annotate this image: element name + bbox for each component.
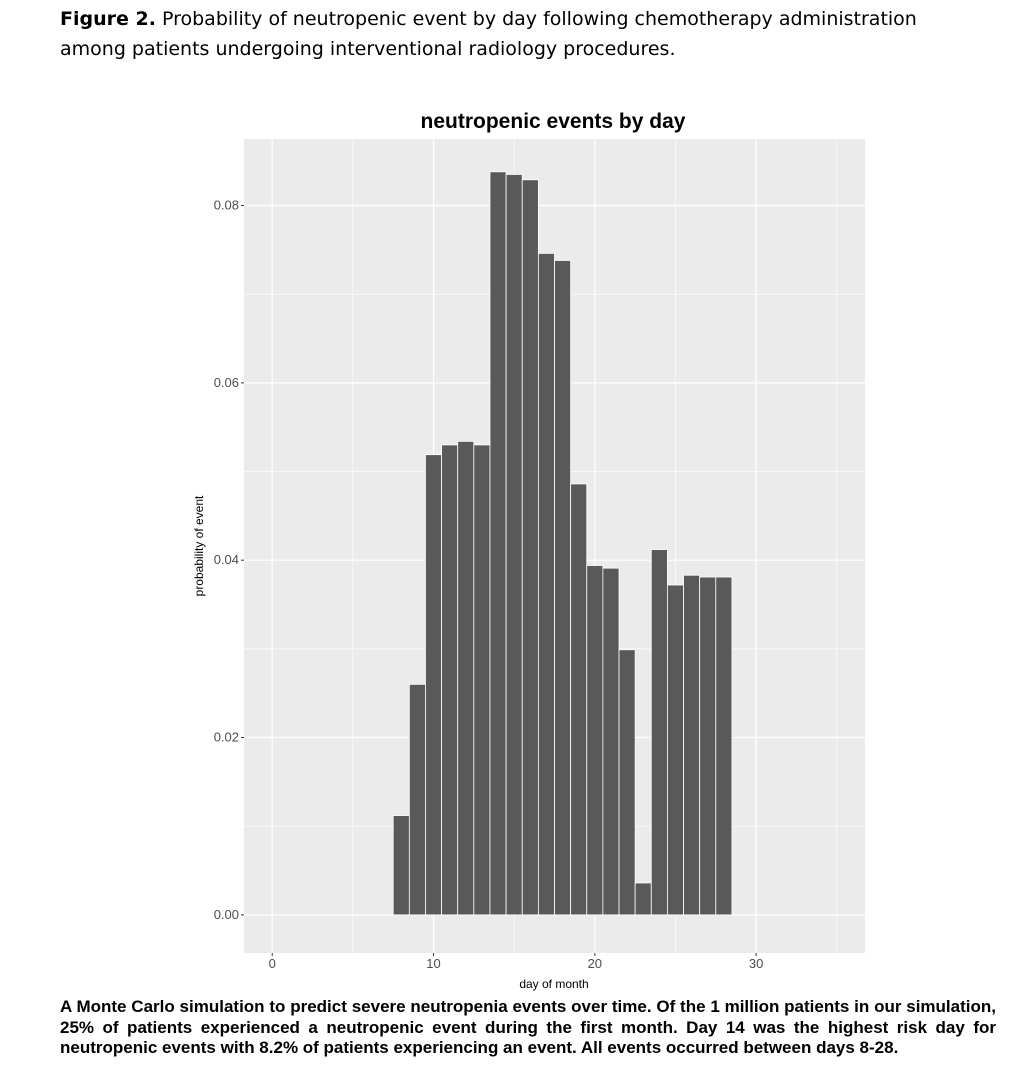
figure-label: Figure 2. <box>60 8 156 30</box>
y-tick-label: 0.04 <box>214 552 239 567</box>
x-tick-label: 10 <box>426 956 440 971</box>
figure-caption: Figure 2. Probability of neutropenic eve… <box>60 4 960 64</box>
bar-chart: neutropenic events by day 0.000.020.040.… <box>192 110 865 991</box>
y-tick-label: 0.06 <box>214 375 239 390</box>
y-axis-label: probability of event <box>192 495 206 596</box>
bar <box>425 454 442 916</box>
bar <box>618 649 636 916</box>
y-tick-label: 0.08 <box>214 198 239 213</box>
chart-title: neutropenic events by day <box>421 110 686 133</box>
bar <box>457 440 475 916</box>
bar <box>554 260 572 916</box>
bar <box>602 567 620 916</box>
figure-caption-text: Probability of neutropenic event by day … <box>60 8 917 60</box>
x-axis: 0 10 20 30 <box>269 953 763 971</box>
y-tick-label: 0.00 <box>214 907 239 922</box>
bar <box>683 574 701 916</box>
bar <box>570 483 588 916</box>
bar <box>667 584 684 916</box>
bar <box>473 444 491 916</box>
y-axis: 0.00 0.02 0.04 0.06 0.08 <box>214 198 244 922</box>
bar <box>634 882 652 916</box>
bar <box>586 565 604 916</box>
x-tick-label: 30 <box>749 956 763 971</box>
bar <box>650 549 668 916</box>
x-tick-label: 20 <box>588 956 602 971</box>
bar <box>489 171 507 916</box>
bar <box>699 576 717 916</box>
bar <box>715 576 733 916</box>
footer-caption: A Monte Carlo simulation to predict seve… <box>60 997 996 1057</box>
bar <box>521 179 539 916</box>
bar <box>441 444 459 916</box>
x-tick-label: 0 <box>269 956 276 971</box>
bar <box>537 252 555 916</box>
y-tick-label: 0.02 <box>214 730 239 745</box>
bar <box>505 174 523 916</box>
x-axis-label: day of month <box>519 977 588 991</box>
bar <box>408 683 426 916</box>
bar <box>392 815 410 916</box>
bars <box>392 171 733 916</box>
